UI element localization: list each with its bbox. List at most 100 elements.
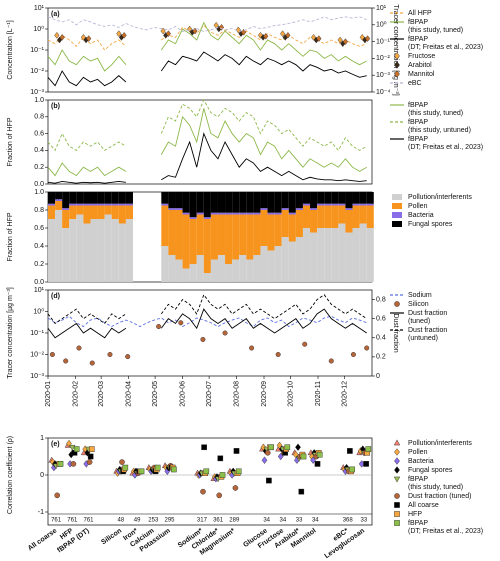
- bar-segment: [118, 192, 126, 204]
- bar-segment: [104, 192, 112, 204]
- bar-segment: [217, 212, 226, 215]
- bar-segment: [62, 228, 70, 282]
- legend-label: Dust fraction: [408, 327, 447, 334]
- y-axis-label: Correlation coefficient (ρ): [7, 436, 14, 514]
- bar-segment: [189, 192, 197, 218]
- bar-segment: [366, 192, 374, 204]
- bar-segment: [274, 214, 282, 246]
- y-tick-label: 0.8: [34, 114, 44, 121]
- legend-marker: [394, 466, 400, 474]
- series-line: [47, 293, 367, 325]
- legend-marker: [393, 439, 401, 446]
- bar-segment: [196, 212, 204, 215]
- point: [121, 32, 127, 39]
- legend-marker: [394, 520, 400, 526]
- point: [119, 459, 125, 465]
- count-label: 368: [343, 518, 354, 524]
- bar-segment: [302, 205, 311, 228]
- bar-segment: [274, 212, 282, 215]
- bar-segment: [118, 203, 126, 206]
- bar-segment: [62, 208, 70, 210]
- y2-tick-label: 0.6: [376, 316, 386, 323]
- bar-segment: [338, 205, 346, 224]
- category-label: fBPAP (DT): [56, 527, 90, 554]
- point: [222, 330, 228, 336]
- bar-segment: [239, 214, 247, 255]
- count-label: 761: [67, 518, 78, 524]
- bar-segment: [83, 192, 91, 204]
- bar-segment: [331, 228, 339, 282]
- point: [217, 455, 224, 462]
- bar-segment: [324, 228, 332, 282]
- bar-segment: [55, 201, 63, 210]
- point: [165, 30, 171, 37]
- point: [350, 352, 356, 358]
- bar-segment: [302, 228, 311, 282]
- y-tick-label: 0.8: [34, 207, 44, 214]
- point: [70, 461, 77, 467]
- bar-segment: [239, 255, 247, 282]
- point: [76, 345, 82, 351]
- bar-segment: [281, 210, 289, 237]
- y2-tick-label: 10¹: [376, 5, 387, 12]
- legend-label: fBPAP: [408, 136, 428, 143]
- bar-segment: [366, 203, 374, 206]
- bar-segment: [345, 208, 353, 210]
- bar-segment: [232, 259, 240, 282]
- point: [218, 24, 225, 31]
- bar-segment: [62, 192, 70, 209]
- legend-label: Fungal spores: [408, 467, 453, 474]
- legend-label: (DT; Freitas et al., 2023): [408, 528, 483, 535]
- bar-segment: [310, 210, 318, 233]
- bar-segment: [232, 212, 240, 215]
- count-label: 48: [118, 518, 125, 524]
- bar-segment: [203, 217, 211, 219]
- series-line: [47, 16, 367, 32]
- point: [342, 38, 348, 45]
- bar-segment: [90, 219, 98, 282]
- bar-segment: [295, 237, 303, 282]
- bar-segment: [324, 192, 332, 204]
- series-line: [47, 51, 367, 87]
- y-axis-label: Fraction of HFP: [7, 212, 14, 261]
- bar-segment: [310, 232, 318, 282]
- bar-segment: [196, 192, 204, 213]
- point: [54, 492, 61, 499]
- legend-marker: [394, 511, 400, 517]
- bar-segment: [352, 192, 360, 204]
- bar-segment: [104, 214, 112, 282]
- point: [54, 32, 60, 39]
- bar-segment: [69, 192, 77, 204]
- point: [349, 466, 355, 473]
- point: [316, 35, 322, 42]
- bar-segment: [352, 205, 360, 228]
- bar-segment: [76, 203, 84, 206]
- bar-segment: [345, 210, 353, 233]
- bar-segment: [246, 214, 254, 260]
- bar-segment: [260, 208, 268, 210]
- bar-segment: [267, 212, 275, 215]
- bar-segment: [281, 192, 289, 209]
- x-tick-label: 2020-12: [341, 381, 348, 407]
- y2-tick-label: 10⁻⁴: [376, 89, 391, 96]
- bar-segment: [366, 205, 374, 228]
- point: [154, 464, 161, 471]
- series-line: [47, 21, 367, 72]
- legend-label: All coarse: [408, 502, 439, 509]
- y2-tick-label: 10⁻¹: [376, 38, 390, 45]
- count-label: 34: [280, 518, 287, 524]
- point: [216, 492, 222, 499]
- legend-label: (untuned): [408, 335, 438, 342]
- legend-label: (this study, tuned): [408, 27, 463, 34]
- y-tick-label: 10¹: [34, 287, 45, 294]
- point: [69, 444, 76, 451]
- bar-segment: [175, 210, 183, 260]
- bar-segment: [189, 264, 197, 282]
- bar-segment: [260, 192, 268, 209]
- bar-segment: [239, 192, 247, 213]
- point: [359, 34, 365, 41]
- series-line: [47, 108, 367, 177]
- point: [59, 34, 65, 41]
- point: [86, 35, 92, 42]
- bar-segment: [288, 241, 296, 282]
